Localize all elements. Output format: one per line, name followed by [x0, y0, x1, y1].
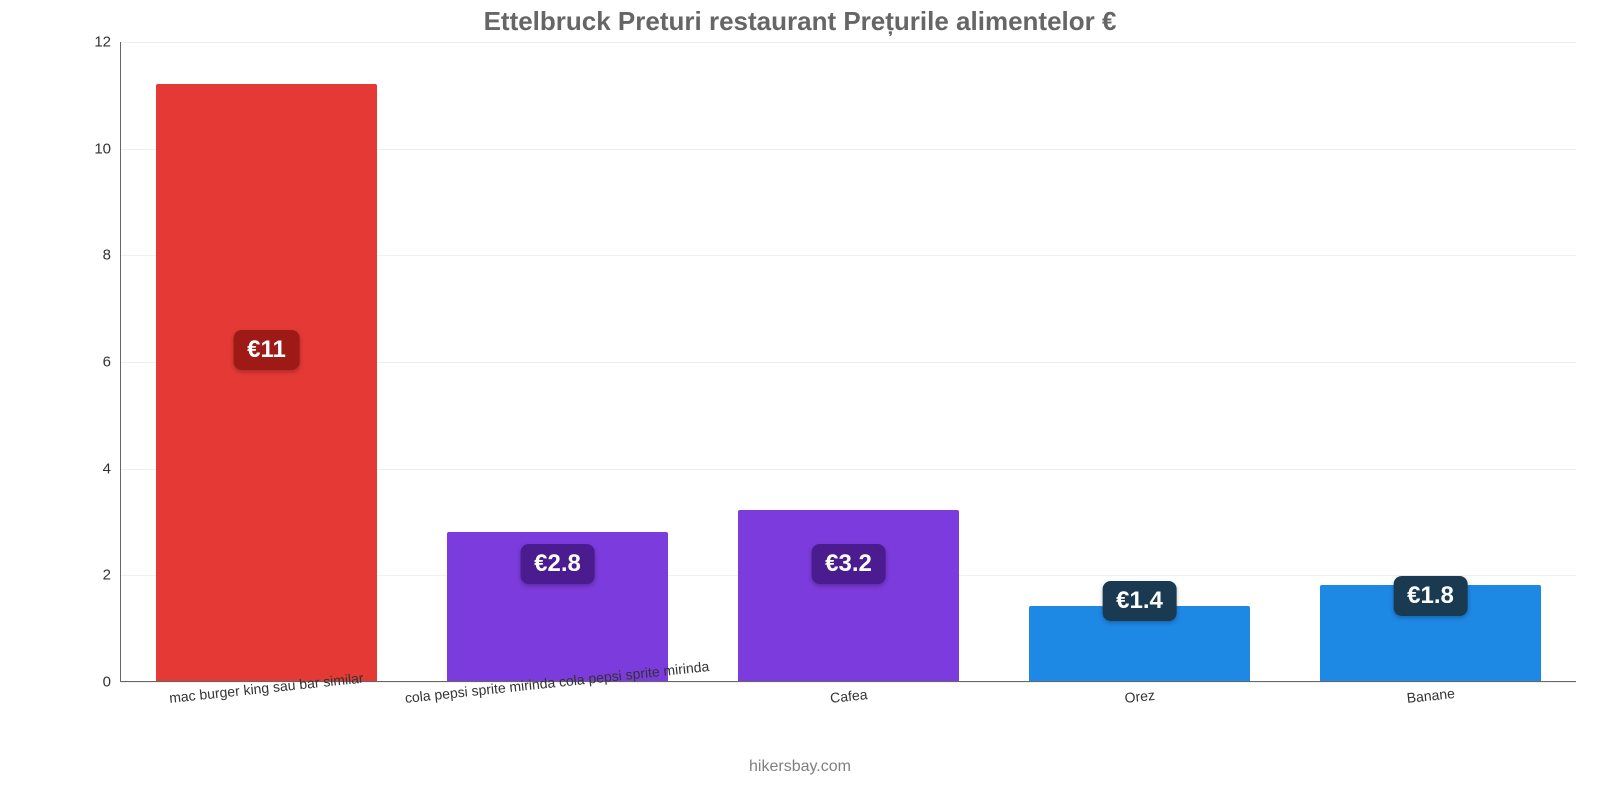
y-tick-label: 6: [103, 354, 121, 371]
y-tick-label: 4: [103, 460, 121, 477]
x-label-slot: cola pepsi sprite mirinda cola pepsi spr…: [411, 690, 702, 760]
bar-slot: €2.8: [412, 42, 703, 681]
chart-container: Ettelbruck Preturi restaurant Prețurile …: [0, 0, 1600, 800]
bar-slot: €3.2: [703, 42, 994, 681]
y-tick-label: 8: [103, 247, 121, 264]
value-label: €1.4: [1102, 581, 1177, 621]
x-axis-labels: mac burger king sau bar similarcola peps…: [120, 690, 1576, 760]
y-tick-label: 0: [103, 674, 121, 691]
source-caption: hikersbay.com: [0, 758, 1600, 776]
chart-title: Ettelbruck Preturi restaurant Prețurile …: [0, 0, 1600, 37]
bar: [156, 84, 377, 681]
value-label: €2.8: [520, 544, 595, 584]
x-label-slot: Orez: [994, 690, 1285, 760]
x-label-slot: Banane: [1285, 690, 1576, 760]
x-tick-label: Orez: [1124, 687, 1156, 706]
value-label: €3.2: [811, 544, 886, 584]
x-label-slot: Cafea: [702, 690, 993, 760]
y-tick-label: 12: [94, 34, 121, 51]
y-tick-label: 10: [94, 140, 121, 157]
bar-slot: €1.8: [1285, 42, 1576, 681]
bars-container: €11 €2.8 €3.2 €1.4 €1.8: [121, 42, 1576, 681]
value-label: €11: [233, 330, 300, 370]
bar: [738, 510, 959, 681]
x-tick-label: Banane: [1406, 685, 1456, 706]
bar-slot: €11: [121, 42, 412, 681]
plot-area: 024681012€11€2.8€3.2€1.4€1.8: [120, 42, 1576, 682]
y-tick-label: 2: [103, 567, 121, 584]
value-label: €1.8: [1393, 576, 1468, 616]
bar-slot: €1.4: [994, 42, 1285, 681]
x-label-slot: mac burger king sau bar similar: [120, 690, 411, 760]
x-tick-label: Cafea: [829, 686, 868, 706]
